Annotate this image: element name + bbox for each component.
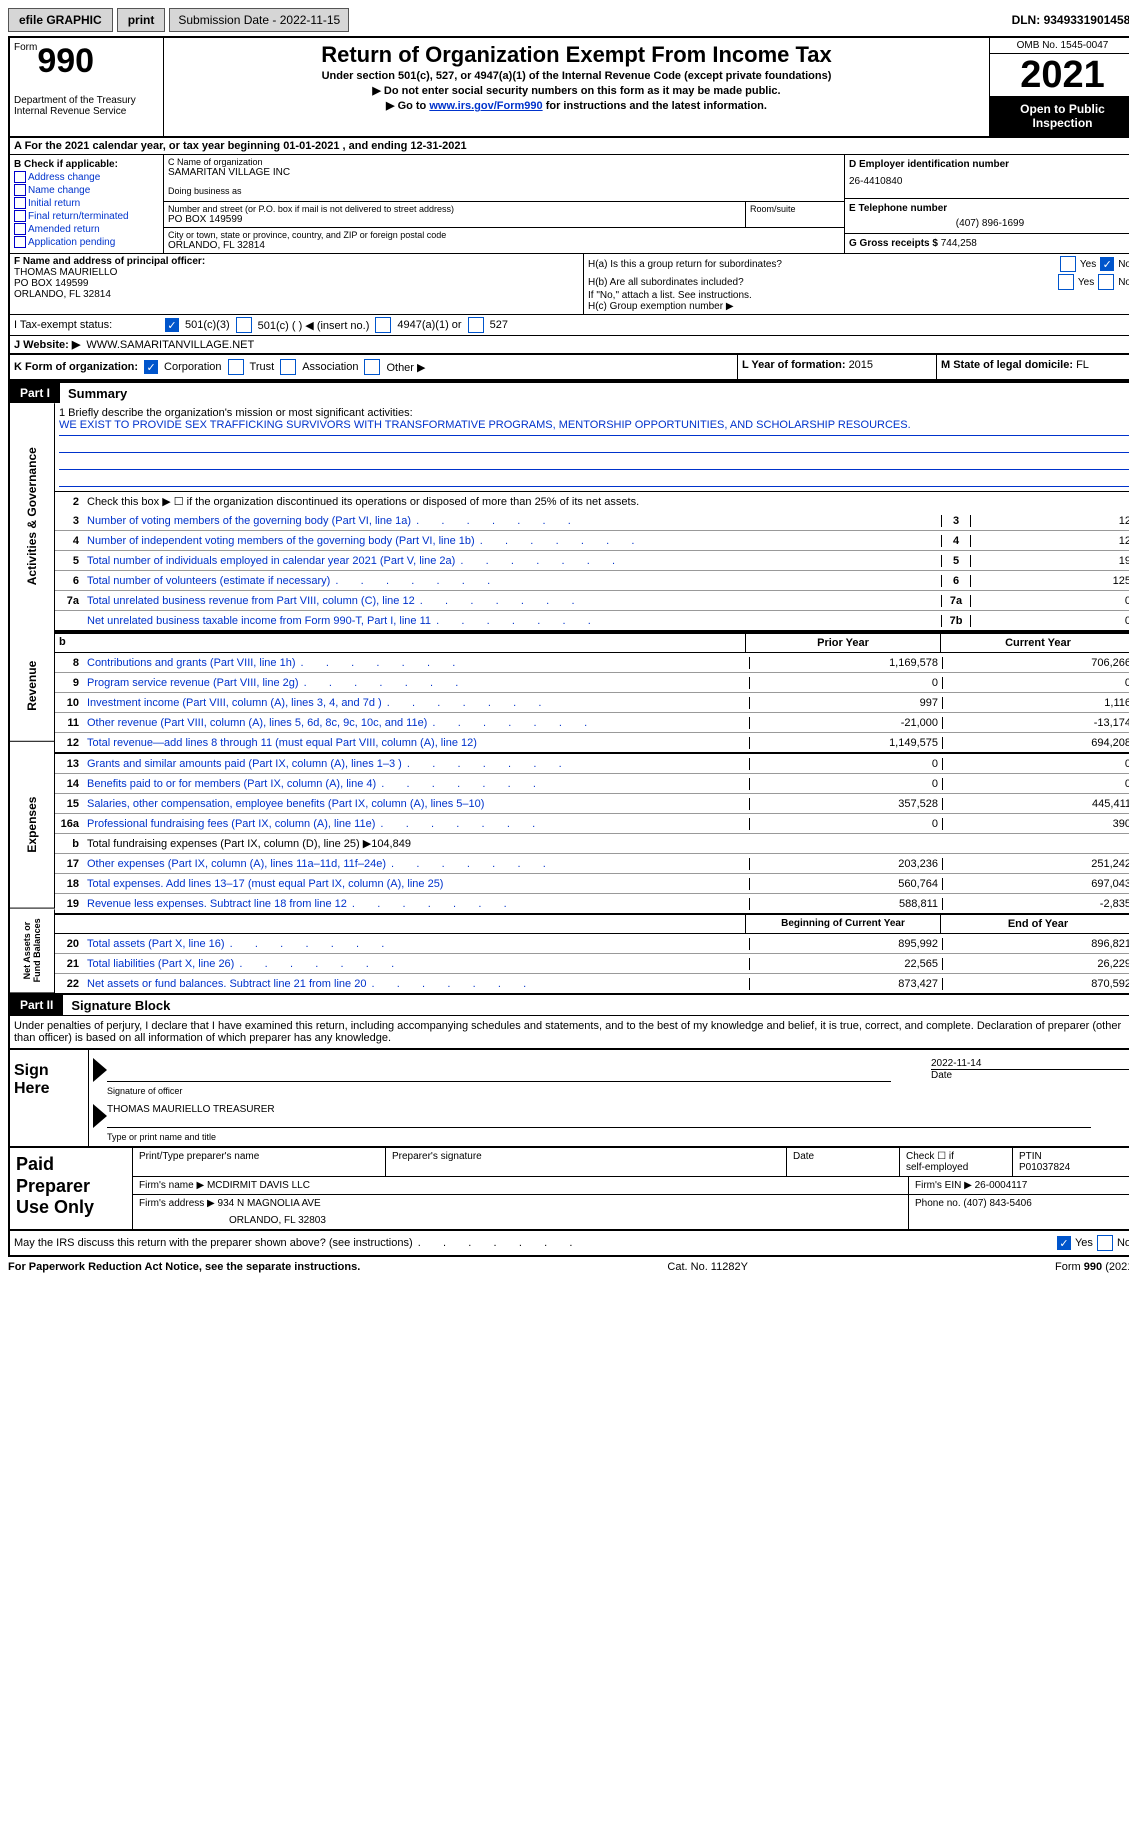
side-net-assets: Net Assets or Fund Balances bbox=[10, 909, 55, 993]
part-1-header: Part I Summary bbox=[8, 381, 1129, 403]
signature-declaration: Under penalties of perjury, I declare th… bbox=[8, 1016, 1129, 1050]
revenue-col-headers: b Prior Year Current Year bbox=[55, 632, 1129, 653]
efile-label: efile GRAPHIC bbox=[8, 8, 113, 32]
part-2-header: Part II Signature Block bbox=[8, 995, 1129, 1016]
top-toolbar: efile GRAPHIC print Submission Date - 20… bbox=[8, 8, 1129, 32]
officer-name-title: THOMAS MAURIELLO TREASURER bbox=[107, 1104, 1091, 1128]
sig-date: 2022-11-14 bbox=[931, 1058, 1129, 1070]
officer-name: THOMAS MAURIELLO bbox=[14, 267, 117, 278]
row-f-h: F Name and address of principal officer:… bbox=[8, 254, 1129, 315]
form-header: Form990 Department of the Treasury Inter… bbox=[8, 36, 1129, 138]
org-city: ORLANDO, FL 32814 bbox=[168, 240, 840, 251]
firm-name: MCDIRMIT DAVIS LLC bbox=[207, 1180, 310, 1191]
dln-label: DLN: 93493319014582 bbox=[1012, 13, 1129, 27]
website-value: WWW.SAMARITANVILLAGE.NET bbox=[86, 339, 254, 351]
omb-number: OMB No. 1545-0047 bbox=[990, 38, 1129, 54]
calendar-year-row: A For the 2021 calendar year, or tax yea… bbox=[8, 138, 1129, 155]
irs-label: Internal Revenue Service bbox=[14, 106, 159, 117]
gross-receipts: 744,258 bbox=[941, 238, 977, 249]
sign-here-block: Sign Here 2022-11-14 Date Signature of o… bbox=[8, 1050, 1129, 1148]
column-c: C Name of organization SAMARITAN VILLAGE… bbox=[164, 155, 844, 253]
dept-treasury: Department of the Treasury bbox=[14, 95, 159, 106]
side-expenses: Expenses bbox=[10, 742, 55, 909]
column-d-e-g: D Employer identification number 26-4410… bbox=[844, 155, 1129, 253]
side-governance: Activities & Governance bbox=[10, 403, 55, 630]
submission-date: Submission Date - 2022-11-15 bbox=[169, 8, 349, 32]
side-revenue: Revenue bbox=[10, 630, 55, 742]
mission-text: WE EXIST TO PROVIDE SEX TRAFFICKING SURV… bbox=[59, 419, 1129, 436]
main-info-block: B Check if applicable: Address change Na… bbox=[8, 155, 1129, 254]
form-number: Form990 bbox=[14, 42, 159, 81]
form-title: Return of Organization Exempt From Incom… bbox=[168, 42, 985, 68]
row-k: K Form of organization: ✓Corporation Tru… bbox=[8, 355, 1129, 381]
tax-year: 2021 bbox=[990, 54, 1129, 96]
telephone: (407) 896-1699 bbox=[849, 218, 1129, 229]
form-subtitle: Under section 501(c), 527, or 4947(a)(1)… bbox=[168, 70, 985, 82]
ptin: P01037824 bbox=[1019, 1162, 1070, 1173]
page-footer: For Paperwork Reduction Act Notice, see … bbox=[8, 1257, 1129, 1273]
org-name: SAMARITAN VILLAGE INC bbox=[168, 167, 840, 178]
ssn-note: ▶ Do not enter social security numbers o… bbox=[168, 84, 985, 97]
column-b: B Check if applicable: Address change Na… bbox=[10, 155, 164, 253]
firm-address: 934 N MAGNOLIA AVE bbox=[218, 1198, 321, 1209]
mission-block: 1 Briefly describe the organization's mi… bbox=[55, 403, 1129, 492]
org-address: PO BOX 149599 bbox=[168, 214, 741, 225]
open-inspection: Open to Public Inspection bbox=[990, 96, 1129, 136]
net-assets-col-headers: Beginning of Current Year End of Year bbox=[55, 915, 1129, 934]
ein-value: 26-4410840 bbox=[849, 176, 1129, 187]
row-j: J Website: ▶ WWW.SAMARITANVILLAGE.NET bbox=[8, 336, 1129, 355]
print-button[interactable]: print bbox=[117, 8, 166, 32]
website-note: ▶ Go to www.irs.gov/Form990 for instruct… bbox=[168, 99, 985, 112]
row-i: I Tax-exempt status: ✓501(c)(3) 501(c) (… bbox=[8, 315, 1129, 336]
firm-phone: (407) 843-5406 bbox=[963, 1198, 1031, 1209]
paid-preparer-block: Paid Preparer Use Only Print/Type prepar… bbox=[8, 1148, 1129, 1231]
discuss-row: May the IRS discuss this return with the… bbox=[8, 1231, 1129, 1257]
firm-ein: 26-0004117 bbox=[975, 1180, 1028, 1191]
summary-table: Activities & Governance Revenue Expenses… bbox=[8, 403, 1129, 995]
irs-link[interactable]: www.irs.gov/Form990 bbox=[429, 100, 542, 112]
